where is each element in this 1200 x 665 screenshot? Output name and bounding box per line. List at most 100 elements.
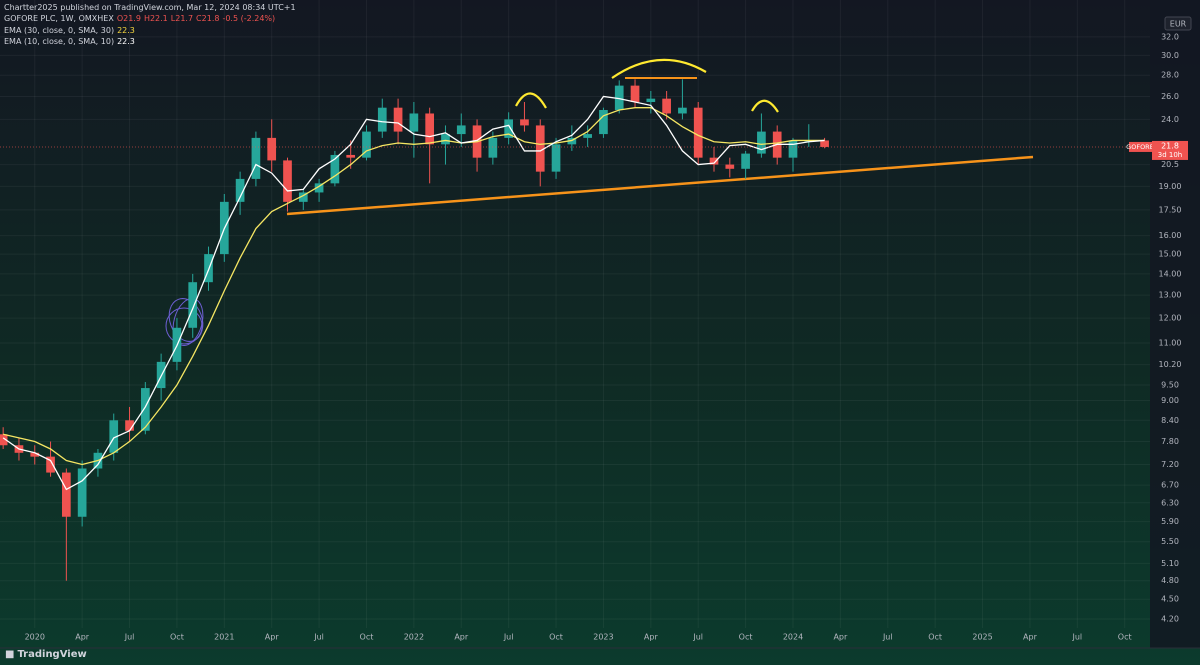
candle-body xyxy=(646,98,656,103)
footer-brand: ■ TradingView xyxy=(5,649,87,660)
plot xyxy=(0,79,1150,581)
candle-body xyxy=(599,109,608,135)
candle-body xyxy=(504,119,513,138)
y-tick-label: 20.5 xyxy=(1161,160,1179,169)
y-tick-label: 32.0 xyxy=(1161,32,1179,41)
x-tick-label: 2020 xyxy=(25,633,45,642)
axes: 32.0 30.0 28.0 26.0 24.0 20.5 19.00 17.50 16.00 1… xyxy=(25,32,1188,642)
x-tick-label: 2024 xyxy=(783,633,803,642)
candle-body xyxy=(425,113,435,145)
x-tick-label: Apr xyxy=(454,633,469,642)
candle-body xyxy=(630,85,640,103)
candle-body xyxy=(77,468,87,517)
x-tick-label: Jul xyxy=(503,633,514,642)
y-tick-label: 28.0 xyxy=(1161,71,1179,80)
x-tick-label: Jul xyxy=(882,633,893,642)
publisher: Chartter2025 published on TradingView.co… xyxy=(4,3,296,12)
y-tick-label: 19.00 xyxy=(1159,182,1182,191)
candle-body xyxy=(535,125,545,172)
ohlc: L21.7 xyxy=(170,14,194,23)
symbol: GOFORE PLC, 1W, OMXHEX xyxy=(4,14,114,23)
indicator: EMA (30, close, 0, SMA, 30) xyxy=(4,26,115,35)
candle-body xyxy=(125,420,134,431)
candle-body xyxy=(725,164,735,169)
y-tick-label: 26.0 xyxy=(1161,92,1179,101)
candle-body xyxy=(46,456,55,473)
y-tick-label: 14.00 xyxy=(1159,269,1182,278)
y-tick-label: 9.00 xyxy=(1161,396,1179,405)
candle-body xyxy=(0,434,8,446)
x-tick-label: Oct xyxy=(549,633,563,642)
countdown: 3d 10h xyxy=(1158,151,1182,159)
y-tick-label: 16.00 xyxy=(1159,231,1182,240)
head-arc xyxy=(611,58,707,79)
x-tick-label: Oct xyxy=(170,633,184,642)
candle-body xyxy=(251,137,261,179)
candle-body xyxy=(709,157,719,165)
candle-body xyxy=(583,134,592,138)
shoulder-arc xyxy=(515,92,547,109)
ema-line xyxy=(2,95,825,491)
shoulder-arc xyxy=(751,99,779,113)
y-tick-label: 13.00 xyxy=(1159,291,1182,300)
y-tick-label: 9.50 xyxy=(1161,381,1179,390)
candle-body xyxy=(693,107,703,158)
x-tick-label: Oct xyxy=(360,633,374,642)
ohlc: H22.1 xyxy=(143,14,168,23)
x-tick-label: Apr xyxy=(75,633,90,642)
y-tick-label: 12.00 xyxy=(1159,314,1182,323)
candle-body xyxy=(283,160,292,202)
currency-box xyxy=(1164,16,1192,31)
candle-body xyxy=(551,144,561,172)
candle-body xyxy=(441,134,450,145)
candle-body xyxy=(377,107,387,132)
x-tick-label: Oct xyxy=(1118,633,1132,642)
brand: TradingView xyxy=(17,649,87,660)
candle-body xyxy=(567,137,577,145)
currency: EUR xyxy=(1170,20,1187,29)
y-tick-label: 24.0 xyxy=(1161,115,1179,124)
indicator-legend: EMA (10, close, 0, SMA, 10) 22.3 xyxy=(4,37,138,47)
ema-line xyxy=(3,107,825,466)
x-tick-label: 2022 xyxy=(404,633,424,642)
candle-body xyxy=(662,98,671,114)
candle-body xyxy=(488,137,498,158)
indicator-legend: EMA (30, close, 0, SMA, 30) 22.3 xyxy=(4,26,138,36)
x-tick-label: Apr xyxy=(265,633,280,642)
ohlc: C21.8 xyxy=(196,14,220,23)
y-tick-label: 17.50 xyxy=(1159,205,1182,214)
symbol-legend: GOFORE PLC, 1W, OMXHEX O21.9 H22.1 L21.7 C21… xyxy=(4,14,278,24)
change: -0.5 (-2.24%) xyxy=(222,14,276,23)
y-tick-label: 15.00 xyxy=(1159,250,1182,259)
candle-body xyxy=(614,85,624,110)
x-tick-label: Jul xyxy=(124,633,135,642)
candle-body xyxy=(820,140,829,147)
candle-body xyxy=(409,113,419,132)
candle-body xyxy=(298,192,308,202)
price-axis xyxy=(1150,0,1200,648)
candle-body xyxy=(346,154,356,158)
x-tick-label: Jul xyxy=(1072,633,1083,642)
x-tick-label: Oct xyxy=(739,633,753,642)
candle-body xyxy=(188,282,198,328)
y-tick-label: 10.20 xyxy=(1159,360,1182,369)
x-tick-label: Apr xyxy=(644,633,659,642)
candle-body xyxy=(62,472,71,517)
x-tick-label: Apr xyxy=(1023,633,1038,642)
indicator-value: 22.3 xyxy=(117,37,135,46)
x-tick-label: Apr xyxy=(833,633,848,642)
x-tick-label: Oct xyxy=(928,633,942,642)
y-tick-label: 4.80 xyxy=(1161,576,1179,585)
price-tag-box xyxy=(1129,141,1152,152)
candle-body xyxy=(520,119,529,126)
candle-body xyxy=(140,388,150,431)
x-tick-label: Jul xyxy=(313,633,324,642)
y-tick-label: 6.30 xyxy=(1161,498,1179,507)
candle-body xyxy=(741,153,750,169)
y-tick-label: 30.0 xyxy=(1161,51,1179,60)
candle-body xyxy=(330,154,340,184)
y-tick-label: 4.20 xyxy=(1161,614,1179,623)
y-tick-label: 8.40 xyxy=(1161,416,1179,425)
